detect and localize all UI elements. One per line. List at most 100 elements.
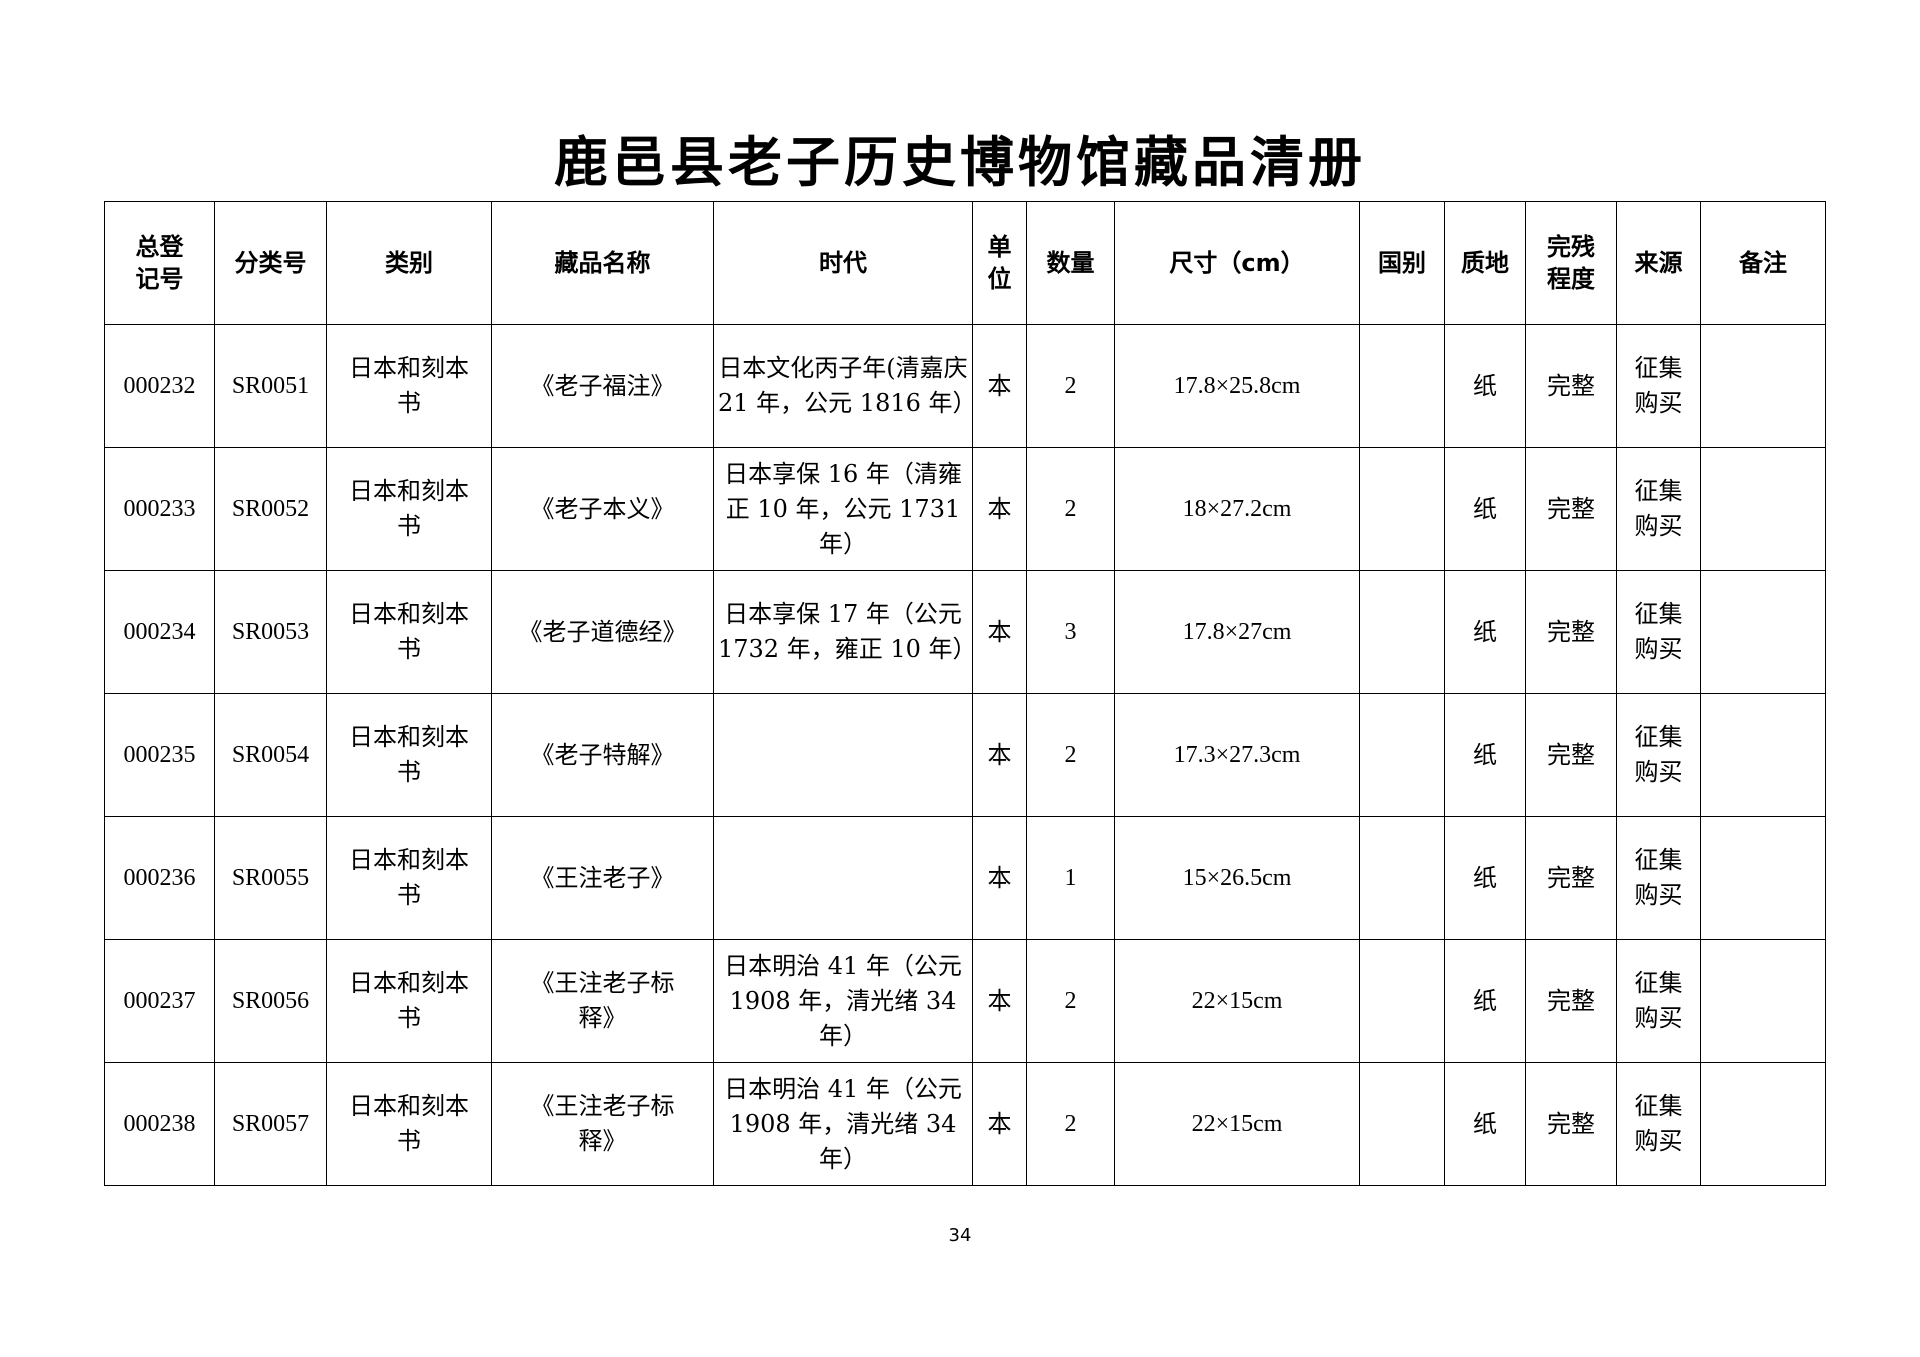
cell-size: 22×15cm [1114, 939, 1360, 1063]
table-header-row: 总登记号 分类号 类别 藏品名称 时代 单位 数量 尺寸（cm） 国别 质地 完… [104, 201, 1826, 325]
cell-unit: 本 [972, 324, 1027, 448]
cell-source: 征集购买 [1616, 570, 1701, 694]
cell-material: 纸 [1444, 447, 1526, 571]
cell-unit: 本 [972, 1062, 1027, 1186]
cell-reg-no: 000234 [104, 570, 215, 694]
cell-country [1359, 447, 1445, 571]
table-row: 000236 SR0055 日本和刻本书 《王注老子》 本 1 15×26.5c… [104, 816, 1826, 940]
cell-name: 《老子特解》 [491, 693, 714, 817]
cell-name: 《老子本义》 [491, 447, 714, 571]
cell-class-no: SR0053 [214, 570, 327, 694]
cell-qty: 2 [1026, 693, 1115, 817]
cell-era: 日本享保 17 年（公元 1732 年，雍正 10 年） [713, 570, 973, 694]
table-row: 000235 SR0054 日本和刻本书 《老子特解》 本 2 17.3×27.… [104, 693, 1826, 817]
cell-qty: 2 [1026, 939, 1115, 1063]
cell-name: 《王注老子标释》 [491, 939, 714, 1063]
cell-category: 日本和刻本书 [326, 816, 492, 940]
cell-country [1359, 1062, 1445, 1186]
header-class-no: 分类号 [214, 201, 327, 325]
cell-remark [1700, 693, 1826, 817]
header-reg-no: 总登记号 [104, 201, 215, 325]
cell-size: 17.3×27.3cm [1114, 693, 1360, 817]
header-era: 时代 [713, 201, 973, 325]
header-name: 藏品名称 [491, 201, 714, 325]
cell-source: 征集购买 [1616, 939, 1701, 1063]
cell-reg-no: 000236 [104, 816, 215, 940]
cell-era [713, 693, 973, 817]
cell-condition: 完整 [1525, 324, 1617, 448]
cell-name: 《老子福注》 [491, 324, 714, 448]
cell-country [1359, 570, 1445, 694]
cell-category: 日本和刻本书 [326, 693, 492, 817]
collection-register-table: 总登记号 分类号 类别 藏品名称 时代 单位 数量 尺寸（cm） 国别 质地 完… [104, 201, 1826, 1186]
cell-size: 17.8×27cm [1114, 570, 1360, 694]
header-qty: 数量 [1026, 201, 1115, 325]
cell-country [1359, 816, 1445, 940]
cell-name: 《王注老子》 [491, 816, 714, 940]
cell-remark [1700, 447, 1826, 571]
cell-remark [1700, 939, 1826, 1063]
cell-qty: 2 [1026, 1062, 1115, 1186]
cell-class-no: SR0054 [214, 693, 327, 817]
cell-qty: 2 [1026, 324, 1115, 448]
cell-source: 征集购买 [1616, 693, 1701, 817]
cell-category: 日本和刻本书 [326, 1062, 492, 1186]
cell-era: 日本文化丙子年(清嘉庆 21 年，公元 1816 年） [713, 324, 973, 448]
cell-material: 纸 [1444, 324, 1526, 448]
cell-remark [1700, 324, 1826, 448]
cell-condition: 完整 [1525, 693, 1617, 817]
cell-name: 《老子道德经》 [491, 570, 714, 694]
cell-condition: 完整 [1525, 816, 1617, 940]
cell-class-no: SR0057 [214, 1062, 327, 1186]
cell-reg-no: 000235 [104, 693, 215, 817]
cell-size: 18×27.2cm [1114, 447, 1360, 571]
header-unit: 单位 [972, 201, 1027, 325]
cell-country [1359, 939, 1445, 1063]
cell-remark [1700, 816, 1826, 940]
header-source: 来源 [1616, 201, 1701, 325]
header-size: 尺寸（cm） [1114, 201, 1360, 325]
cell-category: 日本和刻本书 [326, 447, 492, 571]
table-row: 000233 SR0052 日本和刻本书 《老子本义》 日本享保 16 年（清雍… [104, 447, 1826, 571]
cell-unit: 本 [972, 816, 1027, 940]
cell-condition: 完整 [1525, 1062, 1617, 1186]
cell-unit: 本 [972, 693, 1027, 817]
cell-category: 日本和刻本书 [326, 324, 492, 448]
cell-era [713, 816, 973, 940]
page-number: 34 [948, 1225, 972, 1246]
cell-unit: 本 [972, 447, 1027, 571]
cell-material: 纸 [1444, 816, 1526, 940]
cell-reg-no: 000238 [104, 1062, 215, 1186]
cell-country [1359, 324, 1445, 448]
cell-material: 纸 [1444, 1062, 1526, 1186]
cell-qty: 1 [1026, 816, 1115, 940]
cell-reg-no: 000232 [104, 324, 215, 448]
cell-remark [1700, 1062, 1826, 1186]
cell-class-no: SR0052 [214, 447, 327, 571]
table-row: 000234 SR0053 日本和刻本书 《老子道德经》 日本享保 17 年（公… [104, 570, 1826, 694]
cell-size: 22×15cm [1114, 1062, 1360, 1186]
cell-material: 纸 [1444, 570, 1526, 694]
header-remark: 备注 [1700, 201, 1826, 325]
cell-class-no: SR0051 [214, 324, 327, 448]
cell-era: 日本明治 41 年（公元 1908 年，清光绪 34 年） [713, 1062, 973, 1186]
page-title: 鹿邑县老子历史博物馆藏品清册 [554, 131, 1366, 194]
cell-remark [1700, 570, 1826, 694]
table-row: 000238 SR0057 日本和刻本书 《王注老子标释》 日本明治 41 年（… [104, 1062, 1826, 1186]
cell-category: 日本和刻本书 [326, 570, 492, 694]
cell-material: 纸 [1444, 693, 1526, 817]
cell-source: 征集购买 [1616, 816, 1701, 940]
table-row: 000237 SR0056 日本和刻本书 《王注老子标释》 日本明治 41 年（… [104, 939, 1826, 1063]
cell-material: 纸 [1444, 939, 1526, 1063]
cell-source: 征集购买 [1616, 447, 1701, 571]
cell-source: 征集购买 [1616, 1062, 1701, 1186]
table-row: 000232 SR0051 日本和刻本书 《老子福注》 日本文化丙子年(清嘉庆 … [104, 324, 1826, 448]
cell-class-no: SR0055 [214, 816, 327, 940]
cell-size: 15×26.5cm [1114, 816, 1360, 940]
cell-condition: 完整 [1525, 447, 1617, 571]
cell-class-no: SR0056 [214, 939, 327, 1063]
cell-category: 日本和刻本书 [326, 939, 492, 1063]
cell-reg-no: 000237 [104, 939, 215, 1063]
cell-unit: 本 [972, 570, 1027, 694]
cell-qty: 2 [1026, 447, 1115, 571]
